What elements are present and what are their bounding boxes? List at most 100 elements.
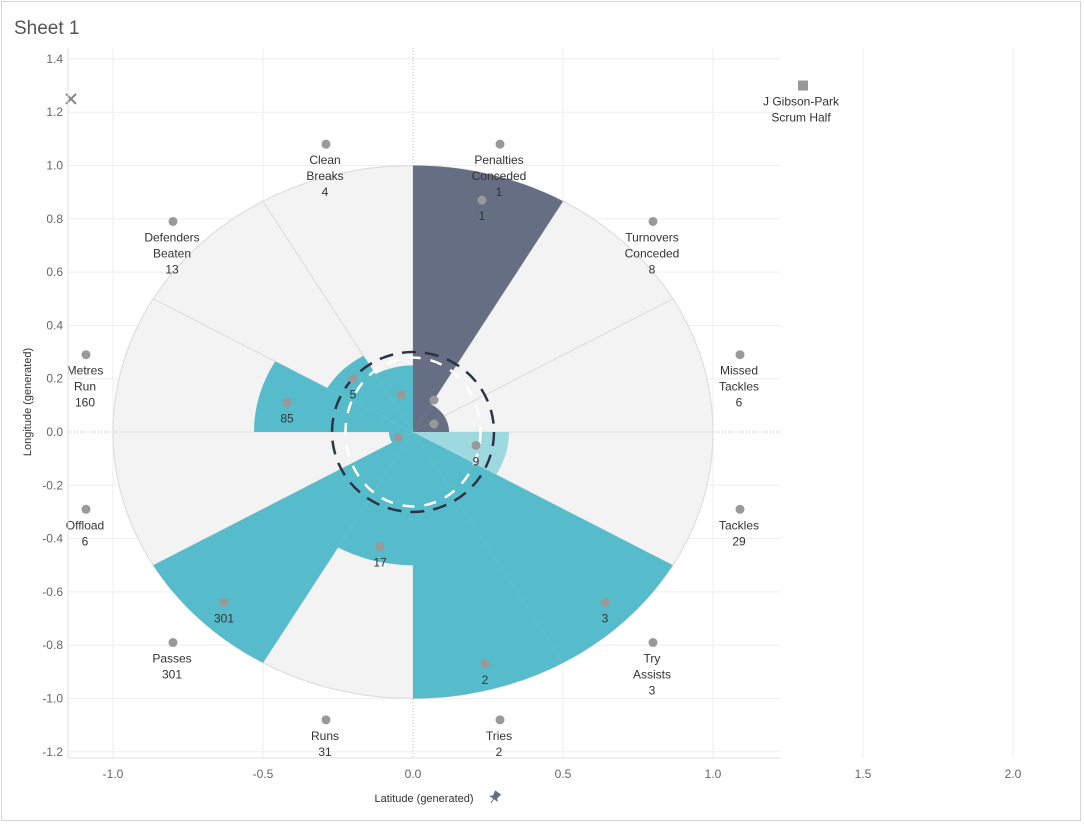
sector-value-label: 2 [482,673,489,687]
y-tick-label: 1.0 [46,159,63,173]
sector-value-point[interactable] [282,398,292,408]
x-tick-label: 2.0 [1005,767,1022,781]
sector-value-label: 301 [214,612,234,626]
sector-value-label: 5 [350,388,357,402]
sector-value-point[interactable] [471,440,481,450]
stat-name-label: Conceded [625,246,680,260]
chart-marks [65,80,808,725]
sector-value-point[interactable] [348,374,358,384]
y-tick-label: -1.2 [42,745,63,759]
stat-name-label: Missed [720,364,758,378]
stat-name-label: Defenders [144,230,199,244]
stat-value-label: 160 [75,396,95,410]
stat-value-label: 8 [649,262,656,276]
y-axis-title: Longitude (generated) [22,348,34,456]
stat-label-point[interactable] [168,216,178,226]
average-ring-dark [330,350,496,514]
sector-value-label: 3 [602,612,609,626]
y-tick-label: 1.4 [46,52,63,66]
sector-value-point[interactable] [477,195,487,205]
chart-labels: 1 Penalties Conceded 1 Turnovers Conceded 8 Mis… [66,95,840,759]
stat-name-label: Tries [486,729,512,743]
stat-label-point[interactable] [735,504,745,514]
stat-label-point[interactable] [168,638,178,648]
sector-bar[interactable] [413,404,445,432]
stat-name-label: Tackles [719,518,759,532]
sector-value-point[interactable] [219,598,229,608]
y-tick-label: 0.2 [46,372,63,386]
stat-value-label: 29 [732,534,746,548]
x-tick-label: -1.0 [103,767,124,781]
stat-label-point[interactable] [321,715,331,725]
stat-name-label: Metres [67,364,104,378]
stat-value-label: 6 [736,396,743,410]
stat-name-label: Breaks [306,169,343,183]
sector-value-label: 1 [479,209,486,223]
sector-bar[interactable] [413,432,509,475]
x-tick-label: 1.0 [705,767,722,781]
sector-value-label: 9 [473,454,480,468]
stat-name-label: Try [644,652,661,666]
pin-icon[interactable] [488,790,502,805]
stat-name-label: Passes [152,652,191,666]
sector-value-point[interactable] [429,395,439,405]
average-ring-light [344,356,482,508]
x-tick-label: 0.5 [555,767,572,781]
player-marker[interactable] [798,80,808,91]
stat-label-point[interactable] [495,715,505,725]
stat-name-label: Runs [311,729,339,743]
sector-bar[interactable] [413,165,563,433]
stat-value-label: 31 [318,745,332,759]
y-tick-label: -0.8 [42,638,63,652]
stat-label-point[interactable] [321,139,331,149]
stat-value-label: 3 [649,684,656,698]
stat-label-point[interactable] [81,504,91,514]
stat-label-point[interactable] [648,216,658,226]
sector-value-label: 85 [280,412,294,426]
sector-value-point[interactable] [396,390,406,400]
y-tick-label: -1.0 [42,692,63,706]
x-tick-label: -0.5 [253,767,274,781]
stat-name-label: Clean [309,153,340,167]
stat-label-point[interactable] [648,638,658,648]
sector-value-label: 17 [373,556,387,570]
sector-bar[interactable] [413,432,563,699]
x-axis-title: Latitude (generated) [374,793,473,805]
y-tick-label: -0.4 [42,532,63,546]
stat-value-label: 2 [496,745,503,759]
stat-value-label: 13 [165,262,179,276]
stat-value-label: 4 [322,185,329,199]
sector-value-point[interactable] [375,542,385,552]
y-tick-label: 0.6 [46,265,63,279]
stat-name-label: Beaten [153,246,191,260]
sector-bar[interactable] [375,365,414,432]
sector-bar[interactable] [254,361,413,432]
stat-label-point[interactable] [495,139,505,149]
sheet-title: Sheet 1 [14,18,80,39]
player-position-label: Scrum Half [771,111,831,125]
stat-name-label: Tackles [719,380,759,394]
x-tick-label: 0.0 [405,767,422,781]
stat-name-label: Offload [66,518,104,532]
sector-value-point[interactable] [393,432,403,442]
player-name-label: J Gibson-Park [763,95,840,109]
sector-value-point[interactable] [600,598,610,608]
y-tick-label: 0.8 [46,212,63,226]
stat-label-point[interactable] [81,350,91,360]
y-tick-label: -0.6 [42,585,63,599]
average-ring [330,350,496,514]
stat-name-label: Conceded [472,169,527,183]
sector-value-point[interactable] [480,659,490,669]
sector-bar[interactable] [327,355,413,432]
stat-name-label: Turnovers [625,230,679,244]
stat-value-label: 6 [82,534,89,548]
y-tick-label: 0.4 [46,318,63,332]
x-tick-label: 1.5 [855,767,872,781]
stat-name-label: Assists [633,668,671,682]
stat-label-point[interactable] [735,350,745,360]
sector-bar[interactable] [338,432,413,566]
stat-value-label: 301 [162,668,182,682]
sector-bar[interactable] [153,432,413,663]
sector-value-point[interactable] [429,419,439,429]
